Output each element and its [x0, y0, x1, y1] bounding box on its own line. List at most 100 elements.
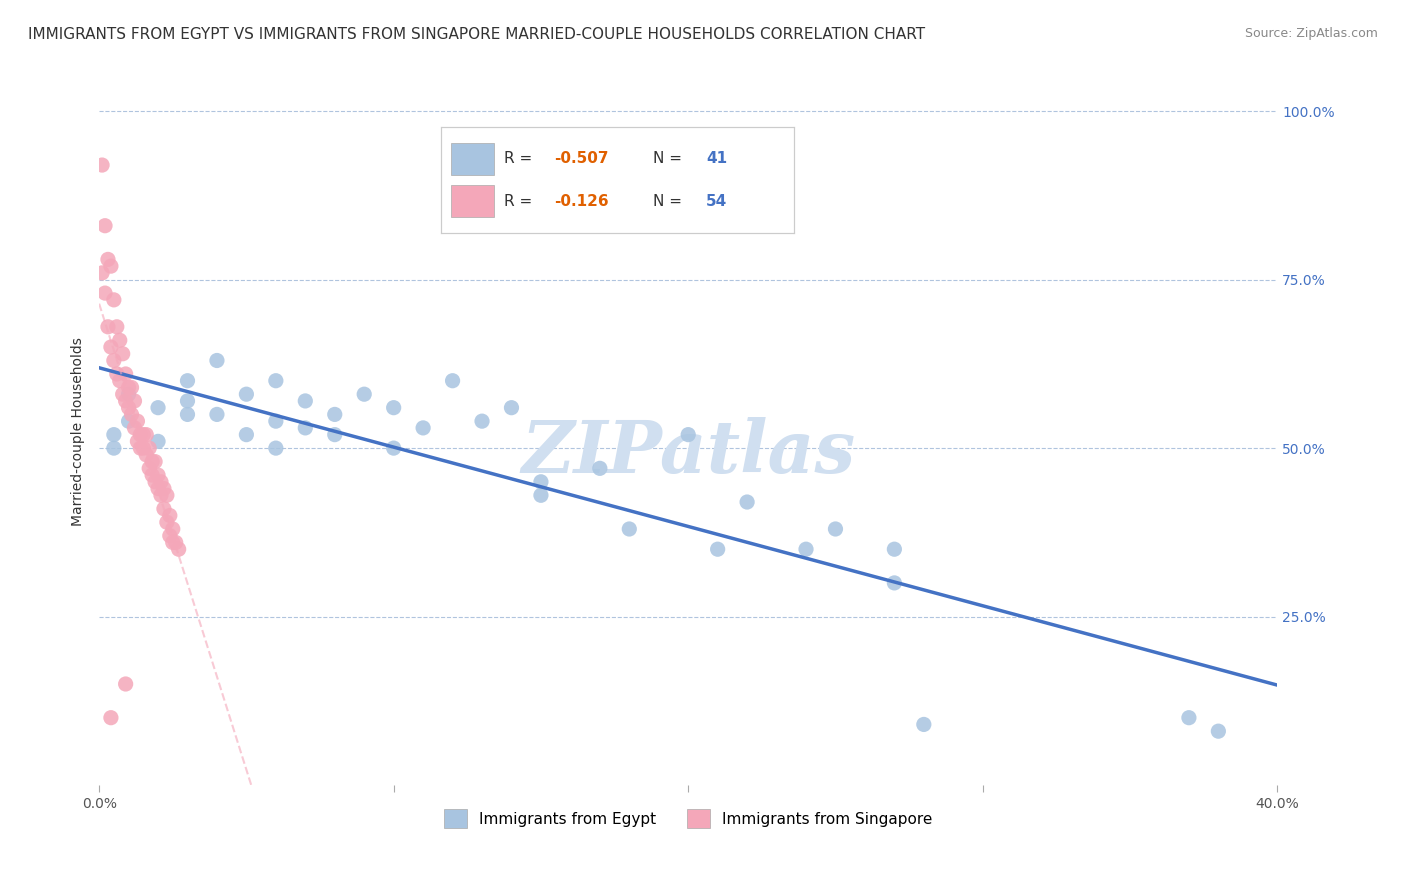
- Point: [441, 374, 464, 388]
- Point: [117, 387, 139, 401]
- Point: [132, 427, 155, 442]
- Text: Source: ZipAtlas.com: Source: ZipAtlas.com: [1244, 27, 1378, 40]
- Point: [124, 421, 146, 435]
- Point: [235, 387, 257, 401]
- Point: [883, 575, 905, 590]
- Point: [159, 529, 181, 543]
- Point: [412, 421, 434, 435]
- Point: [162, 535, 184, 549]
- Point: [135, 448, 157, 462]
- Point: [794, 542, 817, 557]
- Point: [141, 454, 163, 468]
- Point: [883, 542, 905, 557]
- Point: [156, 515, 179, 529]
- Point: [94, 286, 117, 301]
- Point: [323, 408, 346, 422]
- Point: [205, 408, 228, 422]
- Point: [146, 468, 169, 483]
- Point: [108, 333, 131, 347]
- Point: [589, 461, 612, 475]
- Text: ZIPatlas: ZIPatlas: [522, 417, 855, 488]
- Point: [100, 711, 122, 725]
- Y-axis label: Married-couple Households: Married-couple Households: [72, 337, 86, 525]
- Point: [143, 475, 166, 489]
- Point: [111, 387, 134, 401]
- Point: [141, 468, 163, 483]
- Point: [114, 393, 136, 408]
- Point: [159, 508, 181, 523]
- Point: [167, 542, 190, 557]
- Point: [176, 393, 198, 408]
- Point: [103, 353, 125, 368]
- Point: [105, 319, 128, 334]
- Point: [153, 482, 176, 496]
- Point: [94, 219, 117, 233]
- Point: [103, 427, 125, 442]
- Point: [235, 427, 257, 442]
- Point: [530, 475, 553, 489]
- Point: [114, 677, 136, 691]
- Point: [138, 461, 160, 475]
- Point: [165, 535, 187, 549]
- Point: [105, 367, 128, 381]
- Point: [146, 434, 169, 449]
- Point: [103, 293, 125, 307]
- Point: [129, 427, 152, 442]
- Point: [353, 387, 375, 401]
- Point: [132, 441, 155, 455]
- Point: [156, 488, 179, 502]
- Point: [146, 482, 169, 496]
- Text: IMMIGRANTS FROM EGYPT VS IMMIGRANTS FROM SINGAPORE MARRIED-COUPLE HOUSEHOLDS COR: IMMIGRANTS FROM EGYPT VS IMMIGRANTS FROM…: [28, 27, 925, 42]
- Point: [912, 717, 935, 731]
- Point: [100, 340, 122, 354]
- Point: [114, 367, 136, 381]
- Point: [100, 259, 122, 273]
- Point: [97, 319, 120, 334]
- Point: [91, 158, 114, 172]
- Point: [676, 427, 699, 442]
- Point: [162, 522, 184, 536]
- Point: [264, 414, 287, 428]
- Point: [111, 347, 134, 361]
- Point: [91, 266, 114, 280]
- Point: [294, 421, 316, 435]
- Point: [176, 374, 198, 388]
- Point: [121, 380, 143, 394]
- Legend: Immigrants from Egypt, Immigrants from Singapore: Immigrants from Egypt, Immigrants from S…: [437, 803, 938, 834]
- Point: [117, 414, 139, 428]
- Point: [1178, 711, 1201, 725]
- Point: [97, 252, 120, 267]
- Point: [127, 434, 149, 449]
- Point: [294, 393, 316, 408]
- Point: [824, 522, 846, 536]
- Point: [264, 441, 287, 455]
- Point: [149, 488, 172, 502]
- Point: [706, 542, 728, 557]
- Point: [501, 401, 523, 415]
- Point: [530, 488, 553, 502]
- Point: [121, 408, 143, 422]
- Point: [153, 501, 176, 516]
- Point: [149, 475, 172, 489]
- Point: [108, 374, 131, 388]
- Point: [103, 441, 125, 455]
- Point: [124, 393, 146, 408]
- Point: [619, 522, 641, 536]
- Point: [129, 441, 152, 455]
- Point: [382, 401, 405, 415]
- Point: [146, 401, 169, 415]
- Point: [143, 454, 166, 468]
- Point: [138, 441, 160, 455]
- Point: [117, 380, 139, 394]
- Point: [471, 414, 494, 428]
- Point: [127, 414, 149, 428]
- Point: [176, 408, 198, 422]
- Point: [735, 495, 758, 509]
- Point: [135, 427, 157, 442]
- Point: [117, 401, 139, 415]
- Point: [323, 427, 346, 442]
- Point: [264, 374, 287, 388]
- Point: [382, 441, 405, 455]
- Point: [1208, 724, 1230, 739]
- Point: [205, 353, 228, 368]
